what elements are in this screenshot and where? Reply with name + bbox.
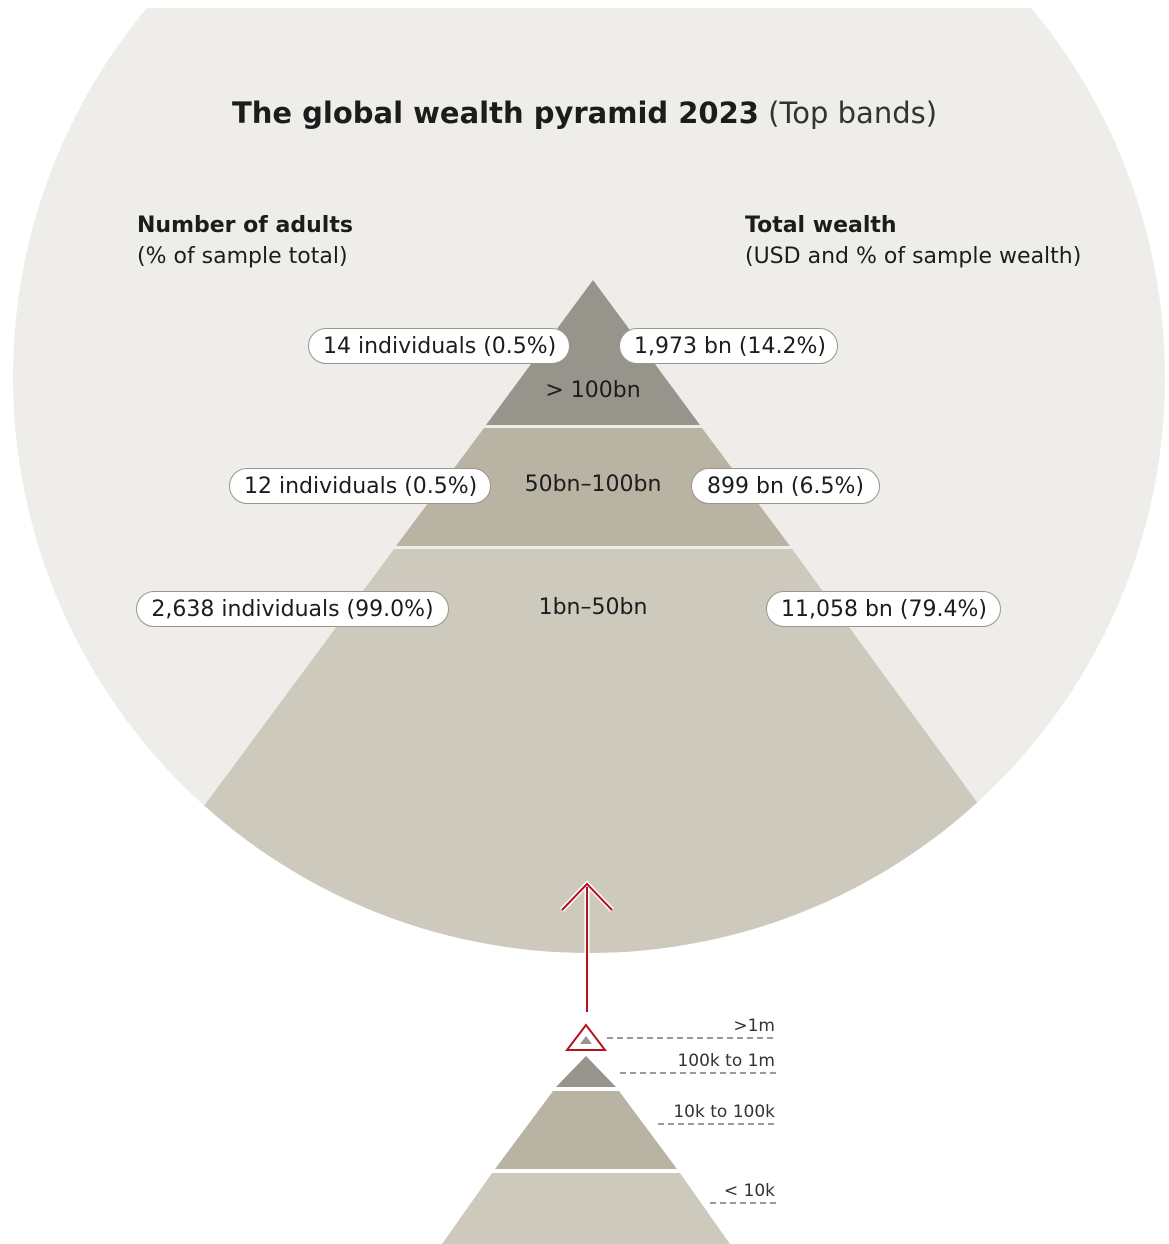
band-top-adults-pill: 14 individuals (0.5%) [308, 328, 570, 364]
left-column-header: Number of adults (% of sample total) [137, 210, 353, 272]
band-middle-shape [396, 428, 790, 546]
small-pyramid-band-100k-1m [556, 1056, 616, 1087]
band-bottom-wealth-pill: 11,058 bn (79.4%) [766, 591, 1001, 627]
band-bottom-shape [13, 549, 1165, 953]
right-header-subtitle: (USD and % of sample wealth) [745, 244, 1082, 269]
small-label-gt1m: >1m [733, 1016, 775, 1036]
small-pyramid-band-lt-10k [442, 1173, 730, 1244]
band-top-shape [486, 280, 700, 425]
small-label-100k-1m: 100k to 1m [677, 1051, 775, 1071]
band-bottom-label: 1bn–50bn [538, 595, 648, 620]
small-pyramid [442, 1023, 777, 1244]
band-top-wealth-pill: 1,973 bn (14.2%) [619, 328, 838, 364]
arrow-head [561, 882, 613, 911]
small-label-lt-10k: < 10k [723, 1181, 775, 1201]
band-middle-adults-pill: 12 individuals (0.5%) [229, 468, 491, 504]
left-header-subtitle: (% of sample total) [137, 244, 348, 269]
small-pyramid-band-10k-100k [495, 1091, 677, 1169]
up-arrow [560, 880, 614, 1012]
band-bottom-adults-pill: 2,638 individuals (99.0%) [136, 591, 449, 627]
title-sub: (Top bands) [768, 96, 938, 130]
chart-title: The global wealth pyramid 2023 (Top band… [0, 96, 1169, 130]
band-middle-wealth-pill: 899 bn (6.5%) [691, 468, 880, 504]
left-header-title: Number of adults [137, 213, 353, 238]
small-pyramid-tip [580, 1036, 592, 1044]
band-middle-label: 50bn–100bn [524, 472, 662, 497]
band-top-label: > 100bn [545, 378, 641, 403]
right-column-header: Total wealth (USD and % of sample wealth… [745, 210, 1081, 272]
title-main: The global wealth pyramid 2023 [231, 96, 759, 130]
small-label-10k-100k: 10k to 100k [673, 1102, 775, 1122]
right-header-title: Total wealth [745, 213, 897, 238]
